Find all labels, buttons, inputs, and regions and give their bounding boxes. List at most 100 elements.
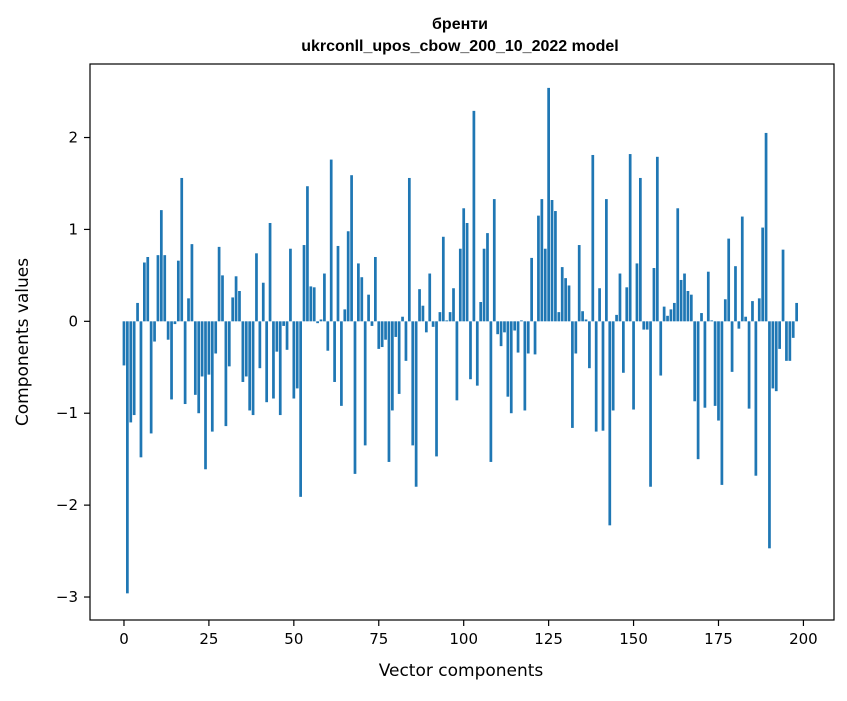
bar: [126, 321, 129, 594]
bar: [357, 263, 360, 322]
bar: [618, 273, 622, 322]
bar: [781, 249, 785, 322]
bar: [526, 321, 530, 354]
bar: [136, 302, 139, 322]
bar: [649, 321, 652, 487]
bar: [771, 321, 775, 389]
bar: [662, 306, 666, 322]
bar: [513, 321, 517, 331]
y-axis-label: Components values: [13, 258, 33, 426]
bar: [486, 233, 489, 322]
y-tick-label: −1: [56, 404, 78, 422]
bar: [333, 321, 336, 382]
bar: [554, 211, 557, 322]
bar: [703, 321, 707, 408]
bar: [190, 244, 194, 322]
bar: [258, 321, 262, 369]
bar: [601, 321, 605, 431]
bar: [370, 321, 374, 326]
bar: [411, 321, 415, 446]
bar: [659, 321, 663, 376]
bar: [584, 319, 588, 322]
bar: [391, 321, 394, 411]
bar: [180, 177, 184, 322]
bar: [176, 260, 180, 322]
bar: [666, 315, 669, 322]
bar: [299, 321, 302, 497]
bar: [547, 87, 550, 322]
bar: [788, 321, 792, 361]
bar: [295, 321, 299, 389]
bar: [231, 297, 235, 322]
bar: [207, 321, 211, 375]
bar: [289, 248, 292, 322]
bar: [479, 302, 483, 322]
bars-group: [122, 87, 798, 594]
bar: [574, 321, 578, 354]
bar: [129, 321, 133, 423]
bar: [346, 231, 350, 322]
bar: [754, 321, 758, 476]
bar: [628, 154, 632, 322]
bar: [625, 287, 629, 322]
chart-title: бренти: [432, 16, 488, 33]
bar: [428, 273, 432, 322]
bar: [655, 156, 659, 322]
bar: [523, 321, 527, 411]
bar: [285, 321, 289, 350]
bar: [163, 255, 167, 322]
bar: [489, 321, 493, 462]
bar: [740, 216, 744, 322]
bar: [122, 321, 126, 366]
bar: [588, 321, 591, 369]
x-tick-label: 150: [619, 630, 648, 648]
bar: [761, 227, 765, 322]
bar: [438, 312, 442, 322]
bar: [791, 321, 795, 338]
bar: [292, 321, 296, 399]
bar: [350, 175, 353, 322]
bar: [173, 321, 177, 325]
bar: [224, 321, 228, 427]
y-tick-label: −2: [56, 496, 78, 514]
x-tick-label: 200: [789, 630, 818, 648]
bar: [737, 321, 741, 329]
bar: [261, 282, 265, 322]
bar: [132, 321, 136, 416]
bar: [503, 321, 506, 333]
bar: [153, 321, 156, 342]
bar: [581, 311, 584, 322]
bar: [159, 210, 163, 322]
bar: [540, 199, 544, 322]
bar: [414, 321, 418, 487]
bar: [404, 321, 408, 361]
bar: [312, 287, 316, 322]
bar: [353, 321, 357, 474]
bar: [323, 273, 326, 322]
bar: [499, 321, 503, 347]
bar: [492, 199, 496, 322]
bar: [693, 321, 697, 402]
bar: [156, 255, 160, 322]
bar: [506, 321, 510, 397]
bar: [183, 321, 187, 405]
x-tick-label: 75: [369, 630, 388, 648]
bar: [642, 321, 646, 330]
bar: [407, 177, 411, 322]
bar: [282, 321, 285, 326]
bar: [465, 222, 469, 322]
bar: [696, 321, 700, 460]
bar: [441, 236, 445, 322]
bar: [683, 273, 686, 322]
bar: [679, 279, 683, 322]
bar: [533, 321, 537, 355]
bar: [778, 321, 781, 349]
bar: [380, 321, 384, 348]
bar: [455, 321, 459, 401]
bar: [248, 321, 252, 411]
bar: [516, 321, 520, 353]
bar: [418, 289, 421, 322]
bar: [645, 321, 649, 330]
bar: [265, 321, 269, 403]
